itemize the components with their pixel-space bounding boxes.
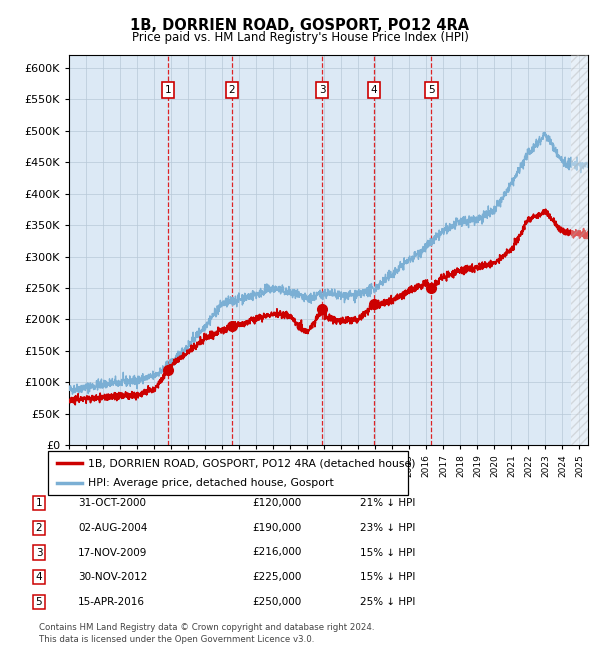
Text: 17-NOV-2009: 17-NOV-2009 (78, 547, 148, 558)
Text: 1B, DORRIEN ROAD, GOSPORT, PO12 4RA (detached house): 1B, DORRIEN ROAD, GOSPORT, PO12 4RA (det… (88, 458, 415, 468)
Text: 02-AUG-2004: 02-AUG-2004 (78, 523, 148, 533)
Text: 15-APR-2016: 15-APR-2016 (78, 597, 145, 607)
Text: 3: 3 (35, 547, 43, 558)
Text: £190,000: £190,000 (252, 523, 301, 533)
Text: 5: 5 (35, 597, 43, 607)
Text: £225,000: £225,000 (252, 572, 301, 582)
Text: 3: 3 (319, 85, 326, 95)
Text: £250,000: £250,000 (252, 597, 301, 607)
Text: 5: 5 (428, 85, 434, 95)
Text: 23% ↓ HPI: 23% ↓ HPI (360, 523, 415, 533)
Text: 1: 1 (35, 498, 43, 508)
FancyBboxPatch shape (48, 451, 408, 495)
Text: 15% ↓ HPI: 15% ↓ HPI (360, 547, 415, 558)
Text: Price paid vs. HM Land Registry's House Price Index (HPI): Price paid vs. HM Land Registry's House … (131, 31, 469, 44)
Text: 2: 2 (229, 85, 235, 95)
Text: 4: 4 (35, 572, 43, 582)
Text: 21% ↓ HPI: 21% ↓ HPI (360, 498, 415, 508)
Text: 31-OCT-2000: 31-OCT-2000 (78, 498, 146, 508)
Text: 25% ↓ HPI: 25% ↓ HPI (360, 597, 415, 607)
Text: 1: 1 (165, 85, 172, 95)
Text: This data is licensed under the Open Government Licence v3.0.: This data is licensed under the Open Gov… (39, 634, 314, 644)
Text: 30-NOV-2012: 30-NOV-2012 (78, 572, 148, 582)
Text: 2: 2 (35, 523, 43, 533)
Text: HPI: Average price, detached house, Gosport: HPI: Average price, detached house, Gosp… (88, 478, 334, 488)
Text: 15% ↓ HPI: 15% ↓ HPI (360, 572, 415, 582)
Text: 4: 4 (371, 85, 377, 95)
Text: £216,000: £216,000 (252, 547, 301, 558)
Text: Contains HM Land Registry data © Crown copyright and database right 2024.: Contains HM Land Registry data © Crown c… (39, 623, 374, 632)
Text: £120,000: £120,000 (252, 498, 301, 508)
Text: 1B, DORRIEN ROAD, GOSPORT, PO12 4RA: 1B, DORRIEN ROAD, GOSPORT, PO12 4RA (130, 18, 470, 32)
